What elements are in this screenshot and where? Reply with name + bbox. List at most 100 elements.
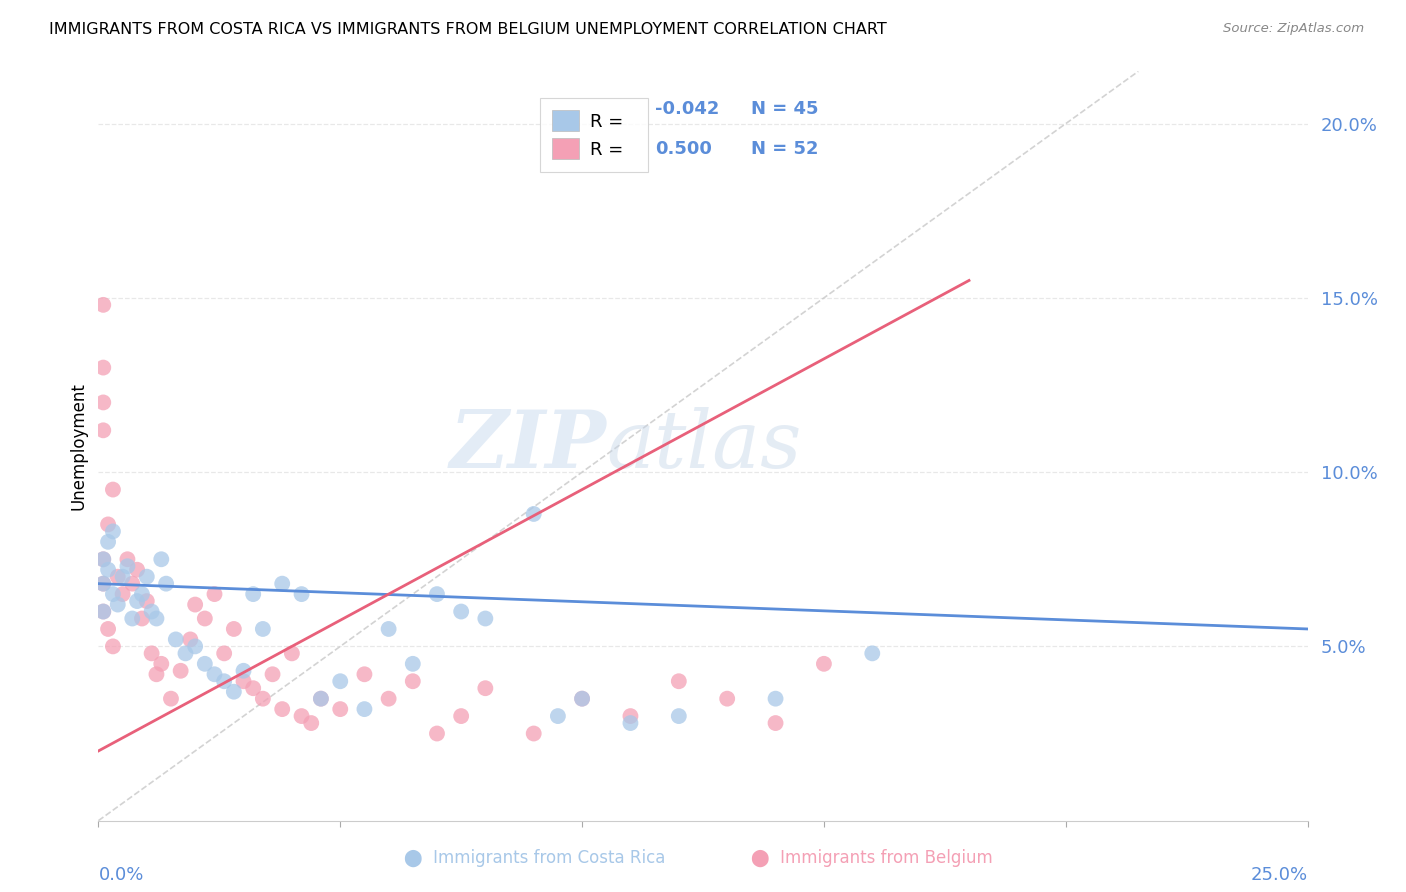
Point (174, 646, 197, 660)
Point (141, 605, 163, 619)
Point (309, 691, 332, 706)
Text: IMMIGRANTS FROM COSTA RICA VS IMMIGRANTS FROM BELGIUM UNEMPLOYMENT CORRELATION C: IMMIGRANTS FROM COSTA RICA VS IMMIGRANTS… (49, 22, 887, 37)
Point (252, 622, 274, 636)
Point (111, 570, 134, 584)
Point (309, 691, 332, 706)
Point (450, 605, 472, 619)
Point (91, 423, 114, 437)
Point (160, 691, 183, 706)
Point (271, 702, 294, 716)
Text: 0.500: 0.500 (655, 140, 711, 158)
Point (91, 395, 114, 409)
Point (131, 587, 153, 601)
Point (619, 709, 641, 723)
Point (765, 691, 787, 706)
Text: Source: ZipAtlas.com: Source: ZipAtlas.com (1223, 22, 1364, 36)
Legend: R = , R =  : R = , R = (540, 97, 648, 172)
Point (121, 611, 143, 625)
Text: 0.0%: 0.0% (98, 865, 143, 884)
Point (91, 576, 114, 591)
Point (91, 576, 114, 591)
Point (450, 709, 472, 723)
Point (111, 587, 134, 601)
Point (329, 674, 352, 689)
Point (97, 563, 120, 577)
Text: N = 52: N = 52 (751, 140, 818, 158)
Point (353, 702, 375, 716)
Point (668, 709, 690, 723)
Point (169, 664, 191, 678)
Text: ZIP: ZIP (450, 408, 606, 484)
Point (813, 657, 835, 671)
Point (252, 691, 274, 706)
Point (262, 667, 284, 681)
Point (619, 716, 641, 731)
Point (523, 507, 546, 521)
Text: ⬤  Immigrants from Costa Rica: ⬤ Immigrants from Costa Rica (404, 849, 665, 867)
Point (426, 587, 449, 601)
Point (127, 563, 149, 577)
Point (184, 598, 207, 612)
Text: atlas: atlas (606, 408, 801, 484)
Point (716, 691, 738, 706)
Point (135, 570, 157, 584)
Point (281, 646, 304, 660)
Point (290, 709, 312, 723)
Text: N = 45: N = 45 (751, 100, 818, 118)
Point (101, 524, 124, 539)
Point (101, 640, 124, 654)
Point (194, 611, 217, 625)
Point (212, 674, 235, 689)
Point (107, 598, 129, 612)
Point (290, 587, 312, 601)
Point (91, 298, 114, 312)
Point (145, 667, 167, 681)
Point (117, 552, 139, 566)
Point (91, 605, 114, 619)
Point (155, 576, 177, 591)
Point (222, 622, 245, 636)
Point (117, 559, 139, 574)
Point (329, 702, 352, 716)
Point (131, 611, 153, 625)
Y-axis label: Unemployment: Unemployment (69, 382, 87, 510)
Point (91, 552, 114, 566)
Point (121, 576, 143, 591)
Point (150, 657, 173, 671)
Point (523, 726, 546, 740)
Point (402, 657, 425, 671)
Point (474, 681, 496, 696)
Point (474, 611, 496, 625)
Point (232, 674, 254, 689)
Point (141, 646, 163, 660)
Point (127, 594, 149, 608)
Point (97, 534, 120, 549)
Point (242, 681, 264, 696)
Text: -0.042: -0.042 (655, 100, 718, 118)
Point (242, 587, 264, 601)
Point (91, 605, 114, 619)
Point (204, 587, 226, 601)
Text: ⬤  Immigrants from Belgium: ⬤ Immigrants from Belgium (751, 849, 993, 867)
Point (135, 594, 157, 608)
Point (547, 709, 569, 723)
Point (860, 646, 883, 660)
Point (101, 483, 124, 497)
Point (299, 716, 322, 731)
Point (402, 674, 425, 689)
Point (271, 576, 294, 591)
Point (571, 691, 593, 706)
Point (194, 657, 217, 671)
Point (107, 570, 129, 584)
Point (377, 622, 399, 636)
Point (179, 632, 201, 647)
Point (668, 674, 690, 689)
Point (765, 716, 787, 731)
Point (97, 517, 120, 532)
Point (184, 640, 207, 654)
Point (571, 691, 593, 706)
Point (101, 587, 124, 601)
Point (150, 552, 173, 566)
Point (353, 667, 375, 681)
Point (232, 664, 254, 678)
